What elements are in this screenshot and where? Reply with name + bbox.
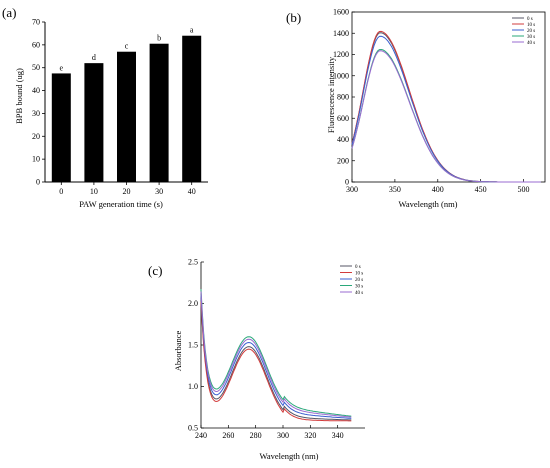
panel-a-xtick-label: 40 xyxy=(188,187,196,196)
panel-b-xtick-label: 400 xyxy=(432,185,444,194)
panel-a-significance-letter: e xyxy=(60,63,64,72)
panel-b-xtick-label: 300 xyxy=(346,185,358,194)
panel-b-legend-label: 0 s xyxy=(527,17,533,22)
panel-b-series-line xyxy=(351,32,541,183)
panel-c-legend-label: 40 s xyxy=(355,291,363,296)
panel-b-ylabel: Fluorescence intensity xyxy=(326,56,336,133)
panel-b-ytick-label: 1400 xyxy=(333,29,349,38)
panel-b-legend-label: 30 s xyxy=(527,35,535,40)
panel-c-xtick-label: 300 xyxy=(277,431,289,440)
panel-b-legend-label: 40 s xyxy=(527,41,535,46)
panel-a-ytick-label: 10 xyxy=(32,155,40,164)
panel-b-ytick-label: 1200 xyxy=(333,50,349,59)
panel-c-xtick-label: 320 xyxy=(304,431,316,440)
panel-b-ytick-label: 400 xyxy=(337,135,349,144)
panel-b-series-line xyxy=(351,48,541,183)
panel-c-xtick-label: 240 xyxy=(195,431,207,440)
panel-b-xtick-label: 350 xyxy=(389,185,401,194)
panel-a-significance-letter: c xyxy=(125,42,129,51)
panel-b-label: (b) xyxy=(286,10,301,25)
panel-b-ytick-label: 200 xyxy=(337,156,349,165)
panel-a-bar xyxy=(149,43,169,182)
panel-a-xtick-label: 20 xyxy=(123,187,131,196)
panel-a-chart: 0 10 20 30 40 50 60 70 0 e 10 d 20 c 30 b 40 a xyxy=(32,18,208,196)
panel-b-ytick-label: 1600 xyxy=(333,8,349,17)
panel-c-ytick-label: 1.0 xyxy=(188,382,198,391)
panel-a-ytick-label: 30 xyxy=(32,109,40,118)
panel-c-series-line xyxy=(200,294,352,419)
panel-b-ytick-label: 600 xyxy=(337,114,349,123)
panel-b-chart: 0 200 400 600 800 1000 1200 1400 1600 300 350 400 45… xyxy=(333,8,546,194)
panel-c-series-line xyxy=(200,301,352,422)
panel-a-ytick-label: 60 xyxy=(32,40,40,49)
panel-a-ytick-label: 50 xyxy=(32,63,40,72)
panel-c-chart: 0.5 1.0 1.5 2.0 2.5 240 260 280 300 320 340 0 s10 s… xyxy=(188,258,365,440)
panel-a-ytick-label: 40 xyxy=(32,86,40,95)
panel-b-series-line xyxy=(351,30,541,183)
panel-c-label: (c) xyxy=(148,263,162,278)
panel-a-bar xyxy=(182,35,202,182)
panel-c-legend-label: 20 s xyxy=(355,278,363,283)
panel-c-ytick-label: 0.5 xyxy=(188,424,198,433)
panel-a-ytick-label: 70 xyxy=(32,18,40,27)
panel-b-legend-label: 20 s xyxy=(527,29,535,34)
panel-c-xtick-label: 280 xyxy=(250,431,262,440)
panel-b-ytick-label: 800 xyxy=(337,93,349,102)
panel-b-ytick-label: 1000 xyxy=(333,71,349,80)
panel-c-legend-label: 0 s xyxy=(355,265,361,270)
panel-b-series-line xyxy=(351,50,541,183)
panel-a-bar xyxy=(117,51,136,182)
panel-a-bar xyxy=(51,73,71,182)
panel-a-xtick-label: 30 xyxy=(155,187,163,196)
panel-b-series-line xyxy=(351,35,541,183)
panel-a-xtick-label: 10 xyxy=(90,187,98,196)
panel-b-ytick-label: 0 xyxy=(345,178,349,187)
panel-c-ytick-label: 2.0 xyxy=(188,299,198,308)
panel-b-frame xyxy=(351,11,546,183)
panel-b-legend-label: 10 s xyxy=(527,23,535,28)
panel-c-series-line xyxy=(200,298,352,421)
panel-a-bar xyxy=(84,63,104,183)
panel-c-legend-label: 10 s xyxy=(355,271,363,276)
panel-b-xlabel: Wavelength (nm) xyxy=(398,199,457,209)
panel-b-xtick-label: 500 xyxy=(518,185,530,194)
panel-a-xtick-label: 0 xyxy=(59,187,63,196)
panel-a-xlabel: PAW generation time (s) xyxy=(79,199,163,209)
panel-c-series-line xyxy=(200,289,352,417)
panel-c-ytick-label: 1.5 xyxy=(188,341,198,350)
panel-c-ytick-label: 2.5 xyxy=(188,258,198,267)
panel-c-xtick-label: 340 xyxy=(332,431,344,440)
panel-c-series-line xyxy=(200,291,352,418)
panel-c-xlabel: Wavelength (nm) xyxy=(259,451,318,461)
panel-b-xtick-label: 450 xyxy=(475,185,487,194)
panel-a-ytick-label: 0 xyxy=(36,178,40,187)
panel-c-legend-label: 30 s xyxy=(355,284,363,289)
panel-a-significance-letter: d xyxy=(92,53,96,62)
panel-a-ylabel: BPB bound (ug) xyxy=(14,68,24,124)
panel-a-significance-letter: a xyxy=(190,26,194,35)
panel-c-xtick-label: 260 xyxy=(222,431,234,440)
panel-a-label: (a) xyxy=(2,5,16,20)
panel-a-ytick-label: 20 xyxy=(32,132,40,141)
panel-a-significance-letter: b xyxy=(157,34,161,43)
panel-c-ylabel: Absorbance xyxy=(173,330,183,371)
